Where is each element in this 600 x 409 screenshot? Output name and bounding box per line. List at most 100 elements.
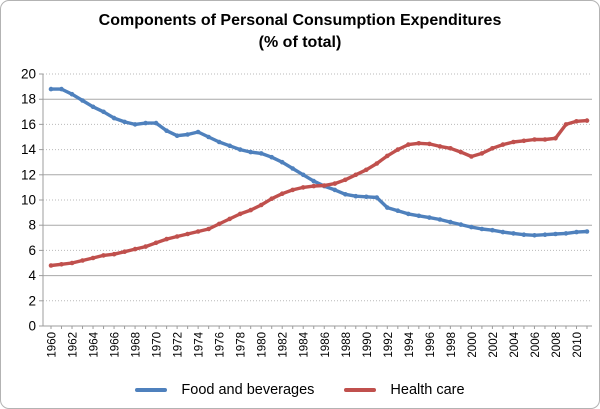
food-and-beverages-point — [164, 128, 169, 133]
food-and-beverages-point — [132, 122, 138, 127]
x-tick-label: 1998 — [446, 332, 458, 358]
food-and-beverages-line — [49, 87, 589, 238]
legend-item-food: Food and beverages — [135, 382, 314, 398]
food-and-beverages-point — [395, 208, 401, 213]
food-and-beverages-point — [248, 149, 253, 155]
health-care-point — [395, 147, 401, 152]
health-care-point — [227, 216, 232, 222]
food-and-beverages-point — [511, 231, 516, 236]
health-care-point — [258, 202, 264, 208]
food-and-beverages-point — [143, 120, 148, 126]
food-and-beverages-point — [258, 151, 264, 156]
health-care-point — [143, 244, 148, 249]
y-tick-label: 4 — [28, 268, 36, 283]
x-tick-label: 1964 — [89, 331, 101, 357]
food-and-beverages-point — [374, 195, 380, 200]
health-care-point — [574, 119, 579, 124]
food-and-beverages-point — [532, 233, 537, 238]
health-care-point — [542, 137, 548, 142]
health-care-point — [206, 226, 211, 232]
food-and-beverages-point — [406, 211, 411, 217]
health-care-point — [101, 253, 106, 258]
health-care-point — [300, 185, 306, 190]
food-and-beverages-point — [574, 229, 579, 235]
food-and-beverages-point — [584, 229, 590, 234]
y-tick-label: 14 — [21, 142, 37, 157]
health-care-point — [374, 161, 380, 166]
x-tick-label: 1972 — [173, 332, 185, 358]
health-care-point — [59, 262, 64, 267]
food-and-beverages-point — [185, 132, 190, 137]
food-and-beverages-point — [174, 133, 180, 138]
legend-label-food: Food and beverages — [181, 382, 315, 398]
health-care-point — [437, 144, 443, 149]
food-and-beverages-point — [237, 147, 243, 152]
y-tick-label: 6 — [28, 243, 36, 258]
food-and-beverages-point — [227, 143, 232, 149]
food-and-beverages-point — [216, 139, 222, 145]
health-care-point — [343, 177, 348, 183]
health-care-point — [532, 137, 537, 142]
food-and-beverages-point — [59, 86, 64, 92]
health-care-point — [185, 231, 190, 237]
food-and-beverages-point — [290, 166, 296, 171]
food-and-beverages-point — [458, 222, 464, 227]
health-care-point — [322, 183, 327, 188]
health-care-point — [90, 255, 96, 261]
health-care-point — [353, 172, 359, 178]
food-and-beverages-point — [343, 192, 348, 197]
legend-swatch-health-icon — [344, 388, 377, 392]
health-care-point — [311, 183, 317, 189]
x-tick-label: 2006 — [530, 332, 542, 358]
food-and-beverages-point — [563, 231, 569, 236]
health-care-point — [290, 187, 296, 193]
y-tick-label: 18 — [21, 92, 36, 107]
food-and-beverages-point — [311, 178, 317, 184]
food-and-beverages-point — [427, 215, 432, 220]
health-care-point — [521, 138, 527, 144]
y-tick-label: 0 — [28, 319, 36, 334]
health-care-point — [416, 141, 422, 146]
health-care-point — [164, 236, 169, 242]
health-care-point — [385, 153, 390, 159]
y-tick-label: 12 — [21, 167, 36, 182]
legend-label-health: Health care — [390, 382, 465, 398]
x-tick-label: 1968 — [131, 332, 143, 358]
y-tick-label: 8 — [28, 218, 36, 233]
food-and-beverages-point — [300, 172, 306, 178]
health-care-point — [332, 181, 338, 186]
food-and-beverages-point — [80, 98, 85, 103]
x-tick-label: 1990 — [362, 332, 374, 358]
health-care-point — [122, 249, 127, 254]
food-and-beverages-point — [521, 232, 527, 237]
y-tick-label: 2 — [28, 293, 36, 308]
x-tick-label: 2000 — [467, 332, 479, 358]
food-and-beverages-point — [111, 115, 117, 121]
chart-title-line1: Components of Personal Consumption Expen… — [98, 12, 502, 29]
health-care-point — [479, 151, 485, 156]
health-care-point — [584, 118, 590, 123]
x-tick-label: 1984 — [299, 331, 311, 357]
x-tick-label: 1966 — [110, 332, 122, 358]
food-and-beverages-point — [195, 129, 201, 135]
x-tick-label: 1986 — [320, 332, 332, 358]
food-and-beverages-point — [542, 232, 548, 237]
health-care-point — [469, 154, 474, 159]
x-tick-label: 2008 — [551, 332, 563, 358]
health-care-point — [490, 146, 495, 151]
food-and-beverages-point — [332, 187, 338, 193]
health-care-point — [511, 139, 516, 145]
food-and-beverages-point — [153, 120, 159, 126]
y-tick-label: 20 — [21, 67, 36, 82]
legend-swatch-food-icon — [135, 388, 168, 392]
health-care-point — [458, 149, 464, 155]
x-tick-label: 2010 — [572, 332, 584, 358]
health-care-point — [153, 240, 159, 246]
health-care-point — [237, 211, 243, 217]
food-and-beverages-point — [553, 231, 558, 237]
health-care-point — [448, 146, 453, 151]
food-and-beverages-point — [269, 154, 275, 160]
chart-title-line2: (% of total) — [258, 33, 342, 51]
food-and-beverages-point — [69, 91, 75, 97]
food-and-beverages-point — [479, 226, 485, 232]
